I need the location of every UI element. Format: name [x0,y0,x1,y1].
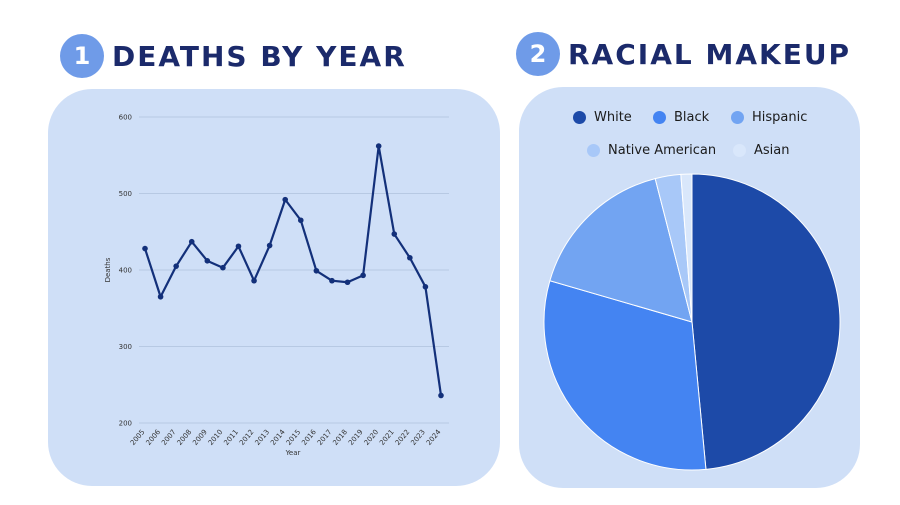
y-tick-label: 300 [119,343,132,351]
y-tick-label: 400 [119,267,132,275]
data-point [391,231,398,237]
y-axis-title: Deaths [104,257,112,282]
legend-item-asian: Asian [733,143,789,158]
data-point [173,263,179,269]
data-point [313,267,320,274]
heading-racial-makeup: 2 RACIAL MAKEUP [516,32,851,76]
data-point [407,254,413,261]
data-point [157,293,164,300]
data-point [375,143,382,149]
x-axis-title: Year [285,449,301,457]
section-title: DEATHS BY YEAR [112,39,407,73]
legend-item-hispanic: Hispanic [731,110,807,125]
pie-slice-hispanic [549,178,693,323]
legend-swatch [733,144,746,157]
legend-item-white: White [573,110,632,125]
data-point [438,392,444,399]
data-point [329,277,335,284]
data-point [235,243,242,250]
data-point [344,279,351,286]
legend-swatch [731,111,744,124]
pie-slice-white [691,173,841,470]
data-point [282,196,289,203]
legend-item-black: Black [653,110,709,125]
heading-deaths-by-year: 1 DEATHS BY YEAR [60,34,407,78]
section-number-badge: 2 [516,32,560,76]
data-point [422,284,429,290]
section-title: RACIAL MAKEUP [568,37,852,71]
section-number-badge: 1 [60,34,104,78]
y-tick-label: 200 [119,420,132,428]
data-point [188,238,195,245]
legend-label: Hispanic [752,110,808,125]
pie-slice-black [543,280,707,471]
legend-label: Asian [754,143,790,158]
legend-label: Black [674,110,710,125]
deaths-series-line [143,144,443,396]
data-point [360,272,366,279]
data-point [142,245,148,252]
legend-label: Native American [608,143,717,158]
legend-label: White [594,110,632,125]
data-point [266,242,273,249]
data-point [204,258,211,264]
data-point [297,217,304,224]
pie-slice-asian [680,173,693,323]
y-tick-label: 500 [119,190,132,198]
y-tick-label: 600 [119,114,132,122]
data-point [220,264,226,271]
data-point [251,277,257,284]
legend-item-native-american: Native American [587,143,716,158]
legend-swatch [573,111,586,124]
legend-swatch [653,111,666,124]
legend-swatch [587,144,600,157]
